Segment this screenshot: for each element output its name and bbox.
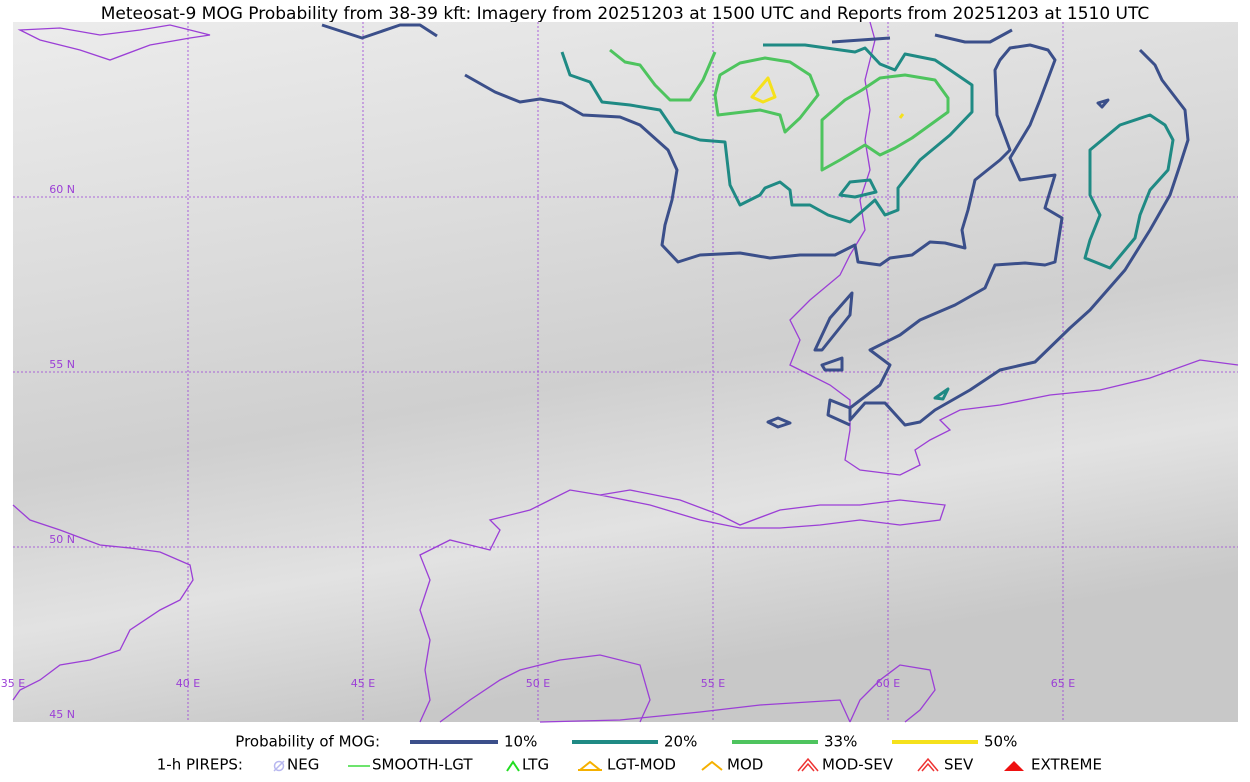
pirep-item: SEV xyxy=(944,756,974,774)
lon-label: 35 E xyxy=(1,677,25,690)
lon-label: 50 E xyxy=(526,677,550,690)
lon-label: 60 E xyxy=(876,677,900,690)
pirep-item: NEG xyxy=(287,756,319,774)
lat-label: 55 N xyxy=(49,358,75,371)
lat-label: 45 N xyxy=(49,708,75,721)
pirep-item: LGT-MOD xyxy=(607,756,676,774)
pirep-item: MOD-SEV xyxy=(822,756,894,774)
legend-item: 33% xyxy=(824,733,857,751)
legend-item: 10% xyxy=(504,733,537,751)
legend-item: 50% xyxy=(984,733,1017,751)
lat-label: 60 N xyxy=(49,183,75,196)
pireps-title: 1-h PIREPS: xyxy=(157,756,243,774)
lon-label: 55 E xyxy=(701,677,725,690)
lat-label: 50 N xyxy=(49,533,75,546)
legend: Probability of MOG: 10% 20% 33% 50% 1-h … xyxy=(157,733,1102,774)
mog-contours xyxy=(321,23,1190,429)
pirep-item: MOD xyxy=(727,756,763,774)
lon-label: 65 E xyxy=(1051,677,1075,690)
lon-label: 45 E xyxy=(351,677,375,690)
pirep-item: EXTREME xyxy=(1031,756,1102,774)
map: 60 N 55 N 50 N 45 N 35 E 40 E 45 E 50 E … xyxy=(1,21,1239,723)
coastlines xyxy=(12,21,1239,723)
lon-label: 40 E xyxy=(176,677,200,690)
legend-title: Probability of MOG: xyxy=(235,733,380,751)
title: Meteosat-9 MOG Probability from 38-39 kf… xyxy=(101,4,1150,24)
legend-item: 20% xyxy=(664,733,697,751)
pirep-item: LTG xyxy=(522,756,549,774)
pirep-item: SMOOTH-LGT xyxy=(372,756,473,774)
